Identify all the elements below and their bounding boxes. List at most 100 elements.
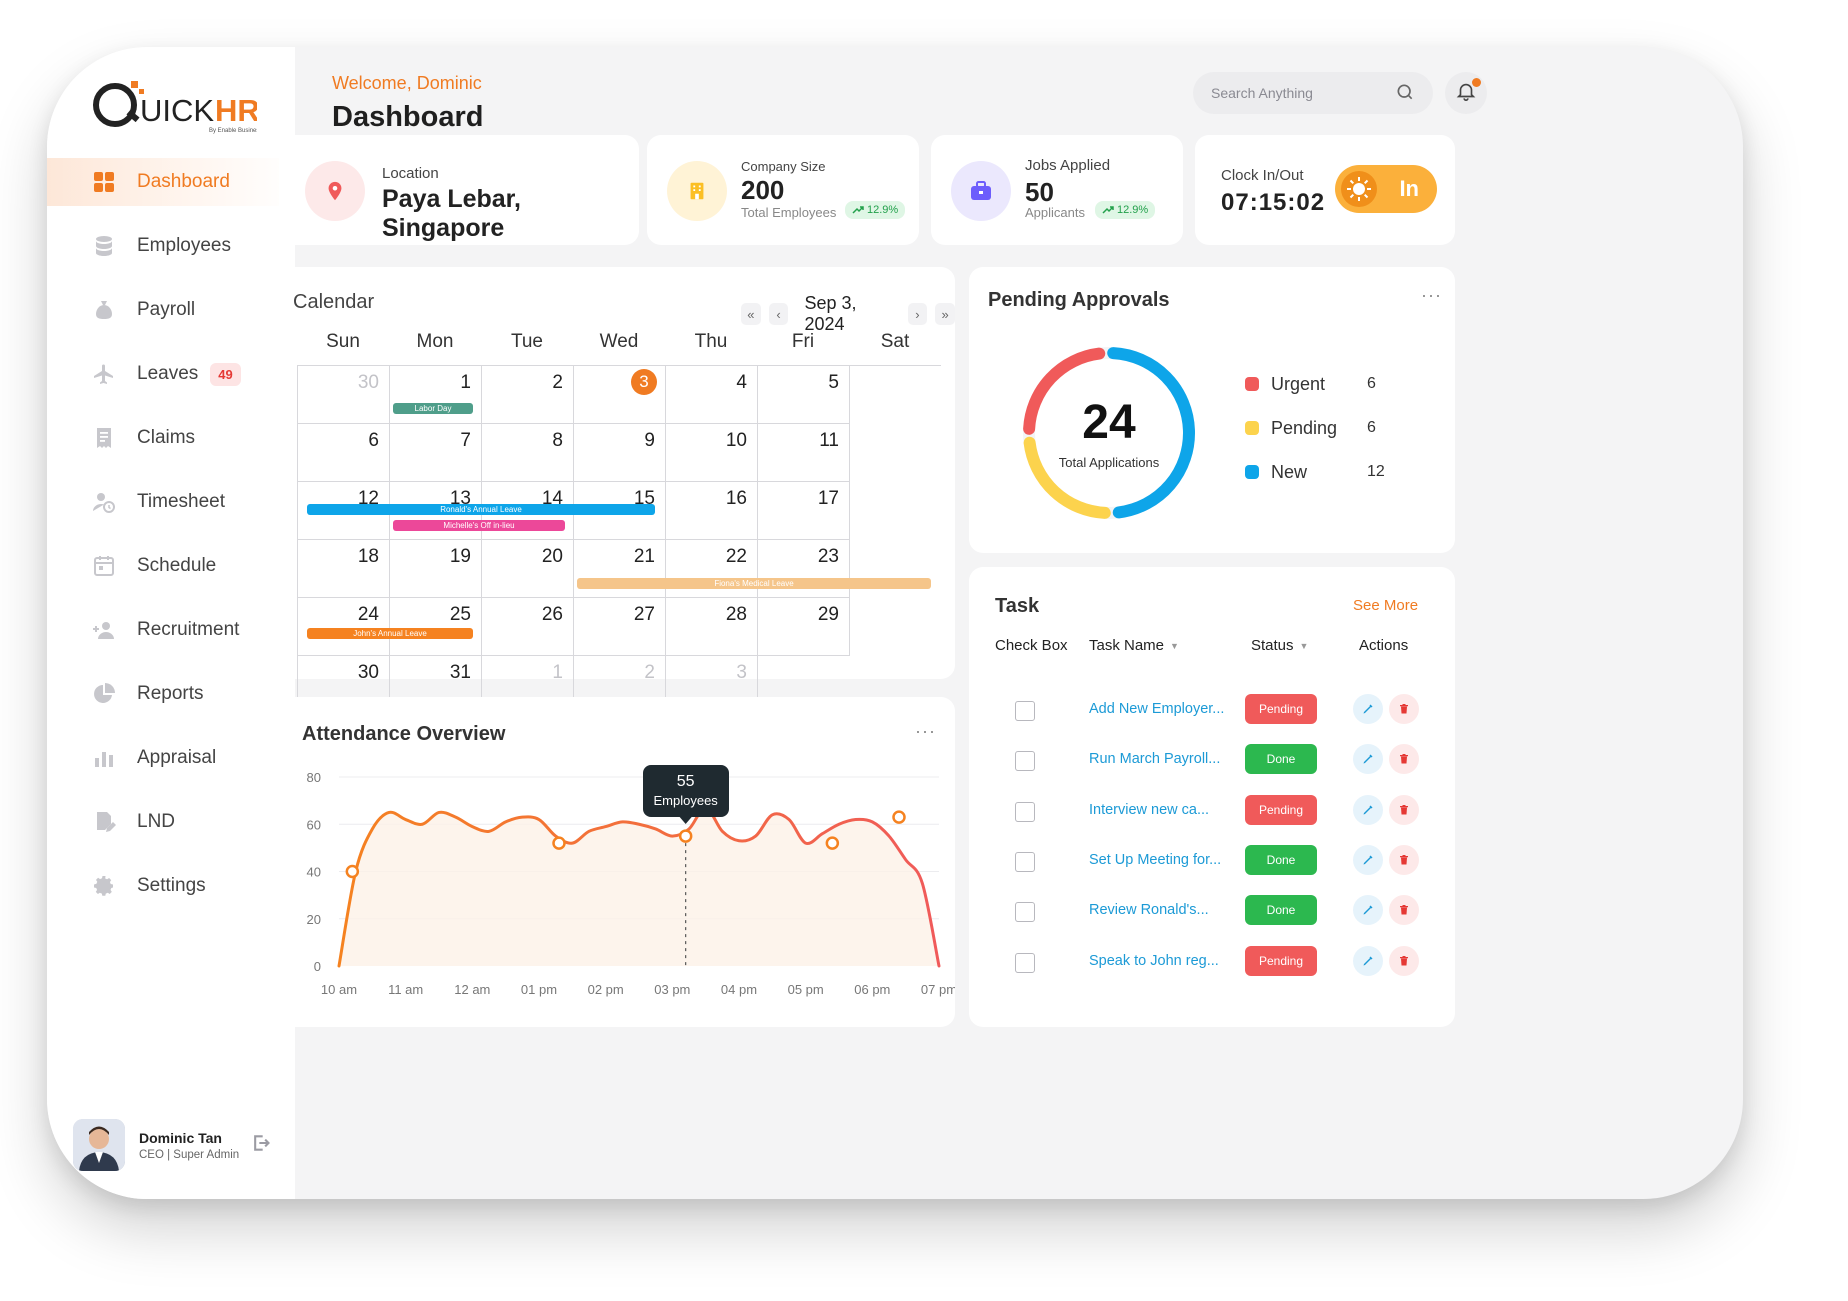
sort-icon: ▼ bbox=[1170, 640, 1179, 651]
calendar-day-cell[interactable]: 6 bbox=[298, 424, 390, 482]
sidebar-item-appraisal[interactable]: Appraisal bbox=[47, 734, 295, 782]
sidebar-item-label: Employees bbox=[137, 235, 231, 256]
calendar-day-cell[interactable]: 11 bbox=[758, 424, 850, 482]
clock-card: Clock In/Out 07:15:02 In bbox=[1195, 135, 1455, 245]
calendar-day-cell[interactable]: 5 bbox=[758, 366, 850, 424]
delete-button[interactable] bbox=[1389, 945, 1419, 976]
sidebar-item-dashboard[interactable]: Dashboard bbox=[47, 158, 295, 206]
task-name-link[interactable]: Speak to John reg... bbox=[1089, 952, 1219, 969]
event-fiona-medical-leave[interactable]: Fiona's Medical Leave bbox=[577, 578, 931, 589]
approvals-more-icon[interactable]: ··· bbox=[1421, 285, 1442, 305]
event-labor-day[interactable]: Labor Day bbox=[393, 403, 473, 414]
task-title: Task bbox=[995, 595, 1040, 617]
event-michelle-off-in-lieu[interactable]: Michelle's Off in-lieu bbox=[393, 520, 565, 531]
calendar-day-cell[interactable]: 28 bbox=[666, 598, 758, 656]
profile-name: Dominic Tan bbox=[139, 1129, 222, 1146]
sidebar-item-leaves[interactable]: Leaves 49 bbox=[47, 350, 295, 398]
x-tick-label: 07 pm bbox=[921, 982, 955, 997]
edit-button[interactable] bbox=[1353, 794, 1383, 825]
sidebar-item-schedule[interactable]: Schedule bbox=[47, 542, 295, 590]
task-checkbox[interactable] bbox=[1015, 801, 1035, 822]
prev-year-button[interactable]: « bbox=[741, 303, 761, 325]
search-icon[interactable] bbox=[1395, 82, 1415, 105]
task-checkbox[interactable] bbox=[1015, 952, 1035, 973]
calendar-day-cell[interactable]: 9 bbox=[574, 424, 666, 482]
sidebar-item-employees[interactable]: Employees bbox=[47, 222, 295, 270]
search-input[interactable]: Search Anything bbox=[1193, 72, 1433, 114]
edit-button[interactable] bbox=[1353, 744, 1383, 775]
task-name-link[interactable]: Add New Employer... bbox=[1089, 701, 1225, 717]
calendar-day-cell[interactable]: 29 bbox=[758, 598, 850, 656]
edit-button[interactable] bbox=[1353, 895, 1383, 926]
calendar-day-cell[interactable]: 3 bbox=[574, 366, 666, 424]
task-status-badge: Pending bbox=[1245, 794, 1317, 825]
calendar-day-cell[interactable]: 8 bbox=[482, 424, 574, 482]
task-name-link[interactable]: Run March Payroll... bbox=[1089, 751, 1221, 768]
edit-button[interactable] bbox=[1353, 694, 1383, 724]
sidebar-item-settings[interactable]: Settings bbox=[47, 862, 295, 910]
calendar-day-cell[interactable]: 16 bbox=[666, 482, 758, 540]
see-more-link[interactable]: See More bbox=[1353, 597, 1419, 614]
logout-icon[interactable] bbox=[251, 1133, 271, 1158]
task-checkbox[interactable] bbox=[1015, 701, 1035, 721]
calendar-day-cell[interactable]: 22 bbox=[666, 540, 758, 598]
calendar-day-cell[interactable]: 24 bbox=[298, 598, 390, 656]
edit-button[interactable] bbox=[1353, 844, 1383, 875]
calendar-day-number: 30 bbox=[357, 372, 379, 393]
calendar-title: Calendar bbox=[293, 291, 375, 313]
calendar-day-cell[interactable]: 2 bbox=[482, 366, 574, 424]
edit-button[interactable] bbox=[1353, 945, 1383, 976]
calendar-day-number: 25 bbox=[449, 604, 471, 625]
attendance-more-icon[interactable]: ··· bbox=[915, 721, 936, 741]
col-task-name[interactable]: Task Name ▼ bbox=[1089, 637, 1179, 654]
sidebar-item-claims[interactable]: Claims bbox=[47, 414, 295, 462]
task-name-link[interactable]: Review Ronald's... bbox=[1089, 902, 1209, 919]
calendar-day-cell[interactable]: 7 bbox=[390, 424, 482, 482]
delete-button[interactable] bbox=[1389, 694, 1419, 724]
sidebar-item-timesheet[interactable]: Timesheet bbox=[47, 478, 295, 526]
event-ronald-annual-leave[interactable]: Ronald's Annual Leave bbox=[307, 504, 655, 515]
jobs-applied-card: Jobs Applied 50 Applicants 12.9% bbox=[931, 135, 1183, 245]
delete-button[interactable] bbox=[1389, 744, 1419, 775]
sidebar-item-reports[interactable]: Reports bbox=[47, 670, 295, 718]
calendar-day-cell[interactable]: 18 bbox=[298, 540, 390, 598]
calendar-day-cell[interactable]: 17 bbox=[758, 482, 850, 540]
next-year-button[interactable]: » bbox=[935, 303, 956, 325]
calendar-day-cell[interactable]: 21 bbox=[574, 540, 666, 598]
task-name-link[interactable]: Interview new ca... bbox=[1089, 801, 1210, 818]
clock-in-toggle[interactable]: In bbox=[1335, 165, 1437, 213]
task-name-link[interactable]: Set Up Meeting for... bbox=[1089, 851, 1222, 868]
y-tick-label: 0 bbox=[314, 959, 321, 974]
task-checkbox[interactable] bbox=[1015, 751, 1035, 772]
delete-button[interactable] bbox=[1389, 895, 1419, 926]
task-row: Run March Payroll... Done bbox=[969, 743, 1455, 783]
prev-month-button[interactable]: ‹ bbox=[768, 303, 789, 325]
task-row: Set Up Meeting for... Done bbox=[969, 844, 1455, 884]
sun-icon bbox=[1341, 171, 1377, 207]
delete-button[interactable] bbox=[1389, 844, 1419, 875]
calendar-day-cell[interactable]: 15 bbox=[574, 482, 666, 540]
sidebar-item-payroll[interactable]: Payroll bbox=[47, 286, 295, 334]
calendar-day-cell[interactable]: 1 bbox=[390, 366, 482, 424]
calendar-day-cell[interactable]: 20 bbox=[482, 540, 574, 598]
col-status[interactable]: Status ▼ bbox=[1251, 637, 1309, 654]
user-profile[interactable]: Dominic Tan CEO | Super Admin bbox=[73, 1119, 271, 1171]
calendar-day-cell[interactable]: 4 bbox=[666, 366, 758, 424]
calendar-day-cell[interactable]: 26 bbox=[482, 598, 574, 656]
calendar-day-cell[interactable]: 10 bbox=[666, 424, 758, 482]
sidebar-item-lnd[interactable]: LND bbox=[47, 798, 295, 846]
event-john-annual-leave[interactable]: John's Annual Leave bbox=[307, 628, 473, 639]
task-checkbox[interactable] bbox=[1015, 902, 1035, 923]
calendar-day-cell[interactable]: 23 bbox=[758, 540, 850, 598]
calendar-day-cell[interactable]: 30 bbox=[298, 366, 390, 424]
calendar-day-cell[interactable]: 25 bbox=[390, 598, 482, 656]
quickhr-logo[interactable]: UICK HR By Enable Business bbox=[87, 75, 262, 135]
calendar-day-cell[interactable]: 19 bbox=[390, 540, 482, 598]
weekday-tue: Tue bbox=[510, 331, 544, 352]
sidebar-item-recruitment[interactable]: Recruitment bbox=[47, 606, 295, 654]
notification-bell-button[interactable] bbox=[1445, 72, 1487, 114]
calendar-day-cell[interactable]: 27 bbox=[574, 598, 666, 656]
delete-button[interactable] bbox=[1389, 794, 1419, 825]
task-checkbox[interactable] bbox=[1015, 851, 1035, 872]
next-month-button[interactable]: › bbox=[907, 303, 928, 325]
